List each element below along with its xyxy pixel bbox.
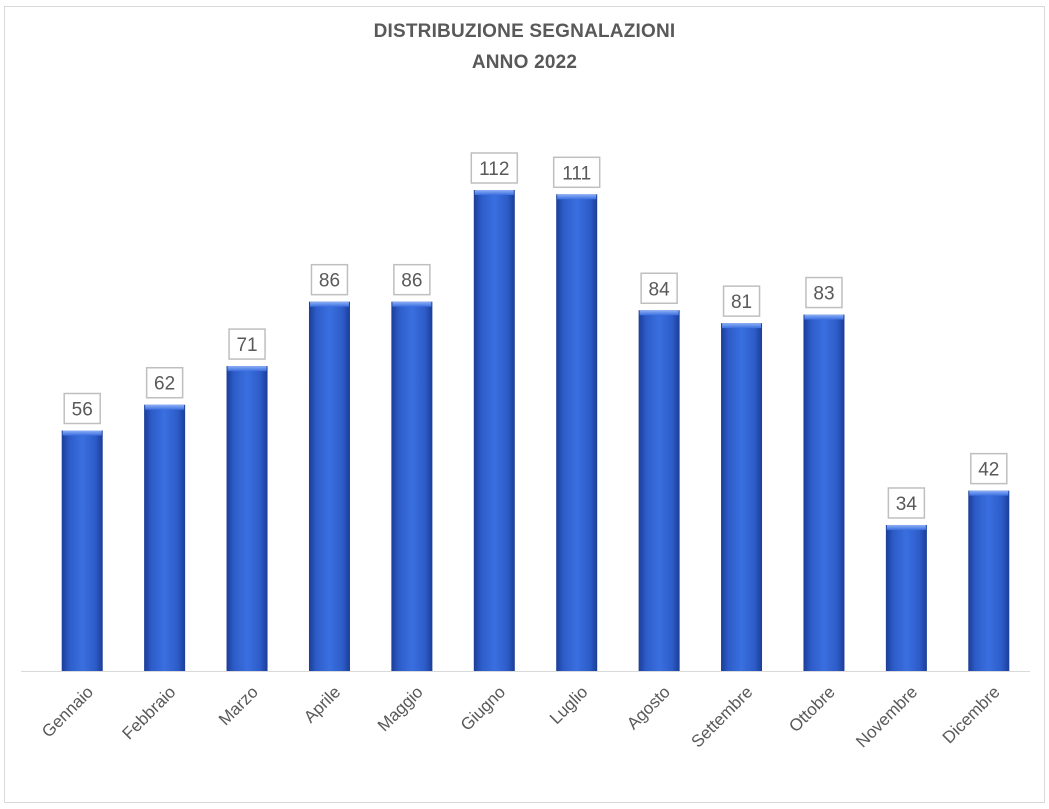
x-tick-label-maggio: Maggio	[374, 682, 427, 735]
data-label-box-luglio	[552, 156, 601, 189]
data-label-dicembre: 42	[978, 460, 999, 481]
data-label-settembre: 81	[731, 292, 752, 313]
x-tick-label-aprile: Aprile	[300, 682, 344, 726]
bar-maggio	[391, 301, 433, 671]
x-tick-labels: Gennaio Febbraio Marzo Aprile Maggio Giugno Lu…	[38, 682, 1003, 751]
x-tick-label-marzo: Marzo	[215, 682, 262, 729]
data-label-box-ottobre	[805, 276, 843, 309]
bar-highlight-febbraio	[145, 404, 185, 410]
bar-aprile	[308, 301, 350, 671]
data-label-box-gennaio	[63, 392, 101, 425]
data-label-novembre: 34	[896, 494, 918, 515]
data-label-luglio: 111	[562, 163, 591, 184]
data-label-box-aprile	[310, 263, 349, 296]
bar-highlight-maggio	[392, 301, 432, 307]
bar-giugno	[473, 190, 515, 671]
data-label-box-marzo	[228, 328, 266, 360]
bar-highlight-gennaio	[62, 430, 102, 436]
bar-highlight-settembre	[722, 323, 762, 329]
bar-highlight-ottobre	[804, 314, 844, 320]
bar-highlight-agosto	[639, 310, 679, 316]
bar-marzo	[226, 366, 268, 671]
data-label-box-settembre	[722, 285, 761, 317]
bar-settembre	[721, 323, 763, 671]
bar-novembre	[885, 524, 927, 671]
x-tick-label-agosto: Agosto	[623, 682, 674, 733]
bar-gennaio	[61, 430, 103, 671]
data-label-box-dicembre	[970, 452, 1008, 485]
bar-highlight-novembre	[886, 524, 926, 530]
x-tick-label-dicembre: Dicembre	[939, 682, 1004, 747]
bar-agosto	[638, 310, 680, 671]
data-label-aprile: 86	[319, 271, 340, 292]
bar-highlight-marzo	[227, 366, 267, 372]
x-tick-label-febbraio: Febbraio	[119, 682, 180, 743]
data-label-box-novembre	[887, 487, 926, 519]
bar-luglio	[556, 194, 598, 671]
data-label-box-giugno	[470, 152, 519, 184]
data-label-febbraio: 62	[154, 374, 175, 395]
chart-subtitle: ANNO 2022	[471, 52, 578, 73]
data-label-box-agosto	[640, 272, 678, 304]
chart-title: DISTRIBUZIONE SEGNALAZIONI	[373, 21, 676, 42]
data-label-giugno: 112	[479, 159, 509, 180]
x-tick-label-gennaio: Gennaio	[38, 682, 97, 741]
data-label-marzo: 71	[236, 335, 257, 356]
bar-highlight-dicembre	[969, 490, 1009, 496]
data-label-gennaio: 56	[72, 400, 93, 421]
data-label-agosto: 84	[649, 279, 671, 300]
x-tick-label-ottobre: Ottobre	[785, 682, 839, 736]
x-tick-label-settembre: Settembre	[687, 682, 756, 751]
data-label-box-febbraio	[145, 366, 184, 399]
bar-highlight-giugno	[474, 190, 514, 195]
data-label-ottobre: 83	[813, 284, 834, 305]
bar-highlight-luglio	[557, 194, 597, 200]
bar-dicembre	[968, 490, 1010, 671]
x-tick-label-giugno: Giugno	[457, 682, 509, 734]
bar-highlight-aprile	[309, 301, 349, 307]
x-tick-label-novembre: Novembre	[852, 682, 921, 751]
bar-febbraio	[144, 404, 186, 671]
bars-group: 56 62 71 86 86 112 111 84 81 83 34 42	[61, 152, 1010, 671]
data-label-maggio: 86	[401, 271, 422, 292]
bar-ottobre	[803, 314, 845, 671]
data-label-box-maggio	[393, 263, 431, 296]
x-tick-label-luglio: Luglio	[546, 682, 592, 728]
